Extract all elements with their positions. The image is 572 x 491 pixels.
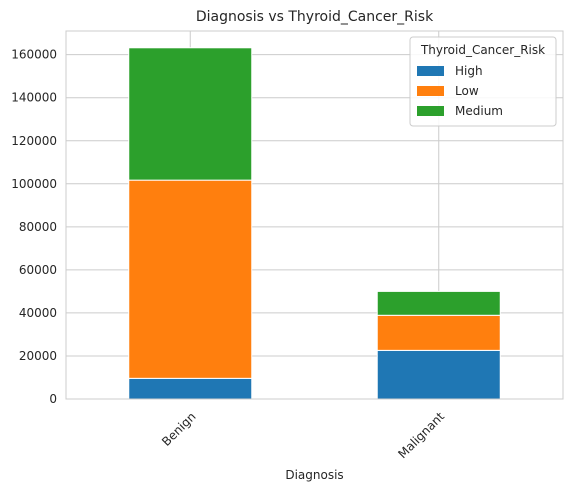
legend: Thyroid_Cancer_Risk High Low Medium [409, 36, 557, 127]
bar-benign-high [128, 377, 253, 400]
x-axis-label: Diagnosis [285, 468, 343, 482]
bar-benign-medium [128, 47, 253, 181]
bar-malignant-low [376, 314, 501, 351]
y-axis: 0 20000 40000 60000 80000 100000 120000 140000 1… [11, 48, 57, 406]
y-tick-label: 0 [49, 392, 57, 406]
chart-title: Diagnosis vs Thyroid_Cancer_Risk [196, 9, 434, 25]
x-tick-label: Malignant [395, 409, 447, 461]
y-tick-label: 120000 [11, 134, 57, 148]
y-tick-label: 80000 [19, 220, 57, 234]
legend-swatch-medium [417, 106, 444, 116]
bars [128, 47, 501, 400]
legend-swatch-high [417, 66, 444, 76]
bar-malignant-medium [376, 290, 501, 316]
legend-box [409, 36, 557, 127]
y-tick-label: 40000 [19, 306, 57, 320]
y-tick-label: 160000 [11, 48, 57, 62]
bar-malignant-high [376, 349, 501, 400]
x-tick-label: Benign [159, 409, 198, 448]
y-tick-label: 140000 [11, 91, 57, 105]
bar-benign-low [128, 179, 253, 379]
legend-label-low: Low [455, 84, 479, 98]
y-tick-label: 20000 [19, 349, 57, 363]
legend-label-medium: Medium [455, 104, 503, 118]
y-tick-label: 60000 [19, 263, 57, 277]
plot-frame [65, 30, 564, 400]
legend-title: Thyroid_Cancer_Risk [420, 43, 545, 57]
legend-label-high: High [455, 64, 483, 78]
legend-swatch-low [417, 86, 444, 96]
y-tick-label: 100000 [11, 177, 57, 191]
x-axis: Benign Malignant [159, 409, 447, 461]
